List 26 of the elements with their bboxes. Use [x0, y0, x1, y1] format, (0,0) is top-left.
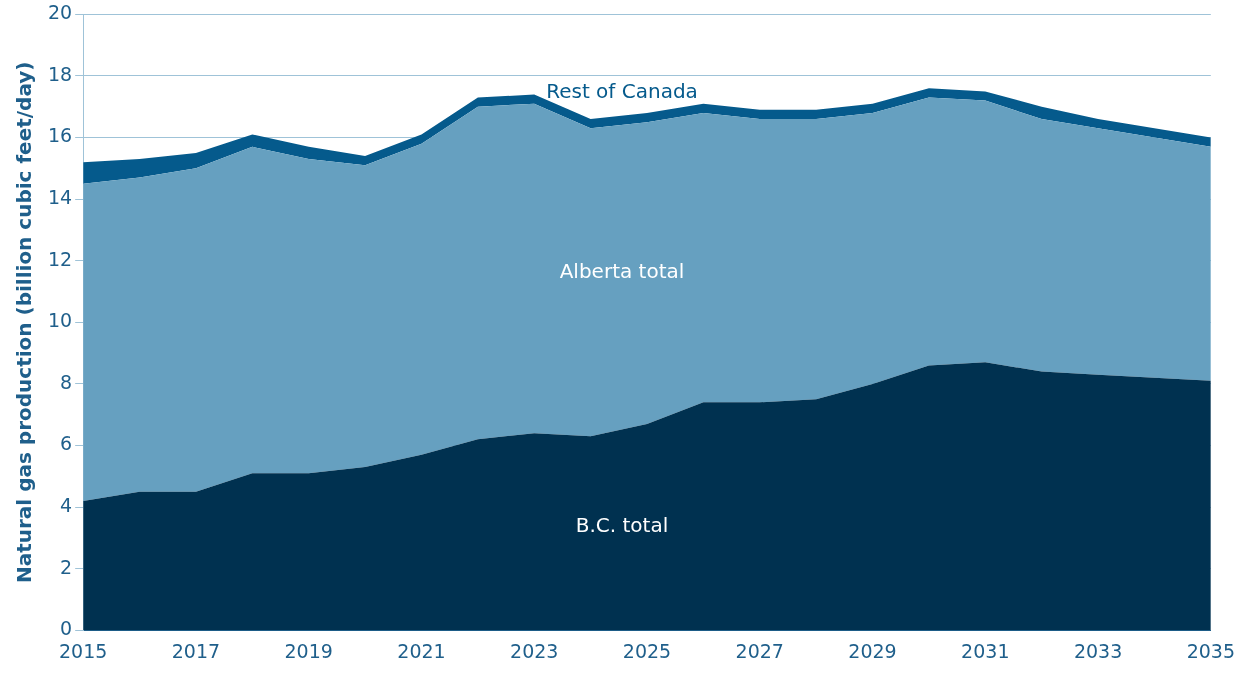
x-tick-label: 2027 — [735, 639, 784, 662]
y-tick-label: 8 — [60, 370, 73, 393]
y-tick-label: 2 — [60, 555, 73, 578]
series-label: B.C. total — [575, 513, 669, 538]
x-tick-label: 2015 — [59, 639, 108, 662]
y-tick-label: 16 — [47, 124, 73, 147]
y-tick-label: 10 — [47, 309, 73, 332]
x-tick-label: 2035 — [1186, 639, 1235, 662]
y-tick-label: 4 — [60, 493, 73, 516]
y-axis-title: Natural gas production (billion cubic feet/day) — [12, 61, 37, 584]
x-tick-label: 2019 — [284, 639, 333, 662]
series-label: Rest of Canada — [546, 79, 698, 104]
x-tick-label: 2031 — [961, 639, 1010, 662]
y-tick-label: 18 — [47, 62, 73, 85]
y-tick-label: 20 — [47, 1, 73, 24]
x-tick-label: 2025 — [622, 639, 672, 662]
y-tick-label: 12 — [47, 247, 73, 270]
y-tick-label: 6 — [60, 432, 73, 455]
x-tick-label: 2021 — [397, 639, 446, 662]
x-tick-label: 2017 — [171, 639, 221, 662]
y-tick-label: 0 — [60, 617, 73, 640]
series-label: Alberta total — [559, 259, 685, 284]
x-tick-label: 2029 — [848, 639, 897, 662]
x-tick-label: 2033 — [1073, 639, 1123, 662]
y-tick-label: 14 — [47, 186, 73, 209]
x-tick-label: 2023 — [510, 639, 559, 662]
